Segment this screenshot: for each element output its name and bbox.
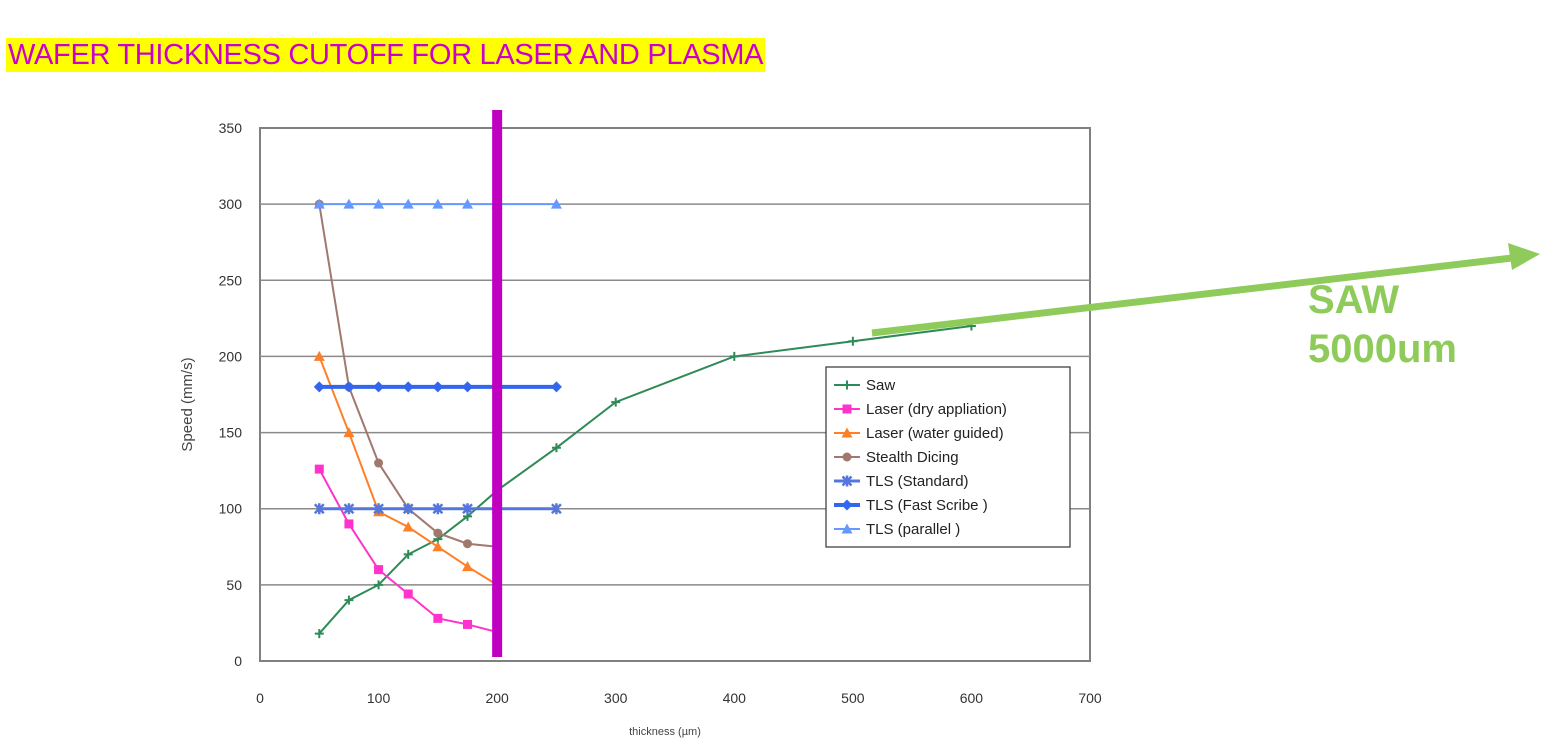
x-tick-label: 200: [485, 690, 509, 706]
y-tick-label: 50: [226, 577, 242, 593]
data-point-saw: [344, 595, 354, 605]
y-tick-label: 300: [219, 196, 243, 212]
saw-arrow-shaft: [871, 254, 1513, 337]
legend-marker-stealth-dicing: [842, 452, 852, 462]
x-tick-label: 400: [723, 690, 747, 706]
data-point-tls-standard: [343, 503, 355, 515]
data-point-tls-standard: [551, 503, 562, 515]
y-tick-label: 350: [219, 120, 243, 136]
data-point-tls-fast-scribe: [432, 381, 444, 393]
x-tick-label: 500: [841, 690, 865, 706]
data-point-tls-fast-scribe: [373, 381, 385, 393]
legend-marker-laser-water-guided: [841, 427, 853, 438]
legend-label-laser-dry-appliation: Laser (dry appliation): [866, 401, 1007, 418]
data-point-tls-parallel: [432, 198, 444, 209]
legend-label-saw: Saw: [866, 377, 895, 394]
data-point-tls-fast-scribe: [462, 381, 473, 393]
data-point-tls-fast-scribe: [343, 381, 355, 393]
x-tick-label: 700: [1078, 690, 1102, 706]
data-point-saw: [551, 443, 561, 453]
data-point-saw: [374, 580, 384, 590]
legend-label-tls-standard: TLS (Standard): [866, 473, 969, 490]
data-point-laser-dry-appliation: [314, 464, 324, 474]
data-point-stealth-dicing: [374, 458, 384, 468]
x-tick-label: 300: [604, 690, 628, 706]
data-point-laser-dry-appliation: [463, 619, 472, 629]
data-point-saw: [314, 629, 324, 639]
legend-label-tls-fast-scribe: TLS (Fast Scribe ): [866, 497, 988, 514]
data-point-tls-parallel: [373, 198, 385, 209]
data-point-laser-water-guided: [462, 561, 473, 572]
slide-title: WAFER THICKNESS CUTOFF FOR LASER AND PLA…: [6, 38, 766, 72]
data-point-tls-parallel: [343, 198, 355, 209]
legend-label-laser-water-guided: Laser (water guided): [866, 425, 1004, 442]
saw-arrow-head: [1508, 243, 1540, 270]
x-tick-label: 0: [256, 690, 264, 706]
y-tick-label: 250: [219, 272, 243, 288]
data-point-tls-parallel: [313, 198, 325, 209]
data-point-laser-water-guided: [432, 541, 444, 552]
legend-label-tls-parallel: TLS (parallel ): [866, 521, 960, 538]
y-tick-label: 200: [219, 348, 243, 364]
data-point-saw: [403, 549, 413, 559]
data-point-laser-dry-appliation: [344, 519, 354, 529]
legend-marker-tls-parallel: [841, 523, 853, 534]
legend-box: [825, 366, 1071, 548]
x-tick-label: 100: [367, 690, 391, 706]
saw-annotation: SAW 5000um: [1308, 276, 1457, 374]
legend-label-stealth-dicing: Stealth Dicing: [866, 449, 959, 466]
data-point-tls-parallel: [550, 198, 562, 209]
y-tick-label: 150: [219, 425, 243, 441]
y-tick-label: 100: [219, 501, 243, 517]
legend-marker-tls-standard: [841, 475, 853, 487]
data-point-tls-fast-scribe: [550, 381, 562, 393]
data-point-laser-dry-appliation: [374, 565, 384, 575]
data-point-laser-dry-appliation: [403, 589, 413, 599]
data-point-tls-standard: [313, 503, 325, 515]
data-point-stealth-dicing: [463, 539, 472, 549]
y-tick-label: 0: [234, 653, 242, 669]
x-axis-title: thickness (µm): [629, 726, 701, 738]
data-point-laser-water-guided: [402, 521, 414, 532]
legend-marker-tls-fast-scribe: [841, 499, 853, 511]
x-tick-label: 600: [960, 690, 984, 706]
data-point-stealth-dicing: [433, 528, 443, 538]
legend-marker-saw: [842, 380, 852, 390]
series-line-saw: [318, 324, 972, 635]
saw-annotation-line2: 5000um: [1308, 327, 1457, 371]
data-point-laser-water-guided: [313, 350, 325, 361]
data-point-saw: [729, 351, 739, 361]
data-point-saw: [611, 397, 621, 407]
saw-annotation-line1: SAW: [1308, 278, 1400, 322]
legend-marker-laser-dry-appliation: [842, 404, 852, 414]
data-point-tls-standard: [402, 503, 414, 515]
data-point-tls-standard: [373, 503, 384, 515]
data-point-tls-parallel: [462, 198, 473, 209]
data-point-saw: [848, 336, 858, 346]
data-point-tls-parallel: [402, 198, 414, 209]
data-point-laser-water-guided: [343, 427, 355, 438]
data-point-tls-fast-scribe: [402, 381, 414, 393]
data-point-tls-fast-scribe: [313, 381, 325, 393]
data-point-laser-dry-appliation: [433, 613, 443, 623]
y-axis-title: Speed (mm/s): [179, 357, 196, 451]
data-point-tls-standard: [462, 503, 473, 515]
data-point-tls-standard: [432, 503, 444, 515]
